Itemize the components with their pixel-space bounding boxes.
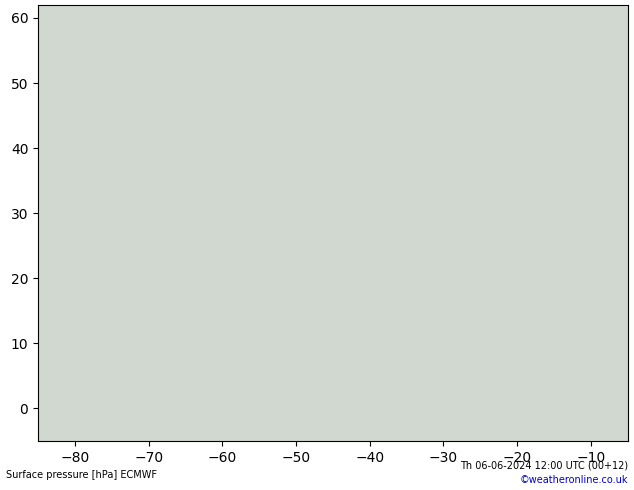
Text: Th 06-06-2024 12:00 UTC (00+12): Th 06-06-2024 12:00 UTC (00+12) [460, 461, 628, 470]
Text: Surface pressure [hPa] ECMWF: Surface pressure [hPa] ECMWF [6, 470, 157, 480]
Text: ©weatheronline.co.uk: ©weatheronline.co.uk [519, 475, 628, 485]
